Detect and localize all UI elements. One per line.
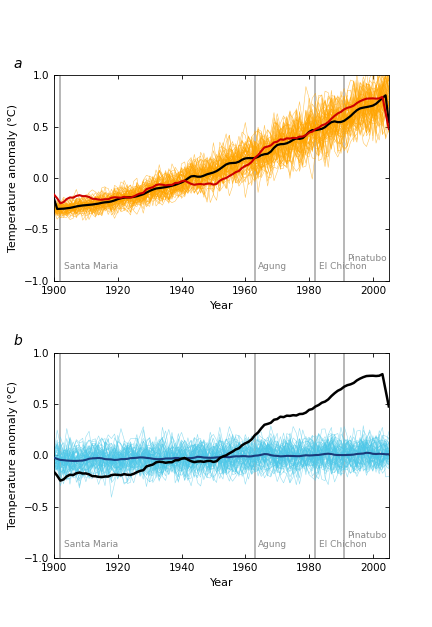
Y-axis label: Temperature anomaly (°C): Temperature anomaly (°C)	[8, 104, 18, 252]
Y-axis label: Temperature anomaly (°C): Temperature anomaly (°C)	[8, 381, 18, 529]
Text: Pinatubo: Pinatubo	[347, 254, 387, 263]
Text: Santa Maria: Santa Maria	[64, 540, 118, 549]
X-axis label: Year: Year	[210, 579, 233, 589]
Text: Agung: Agung	[258, 540, 287, 549]
Text: b: b	[14, 334, 22, 349]
Text: a: a	[14, 57, 22, 71]
Text: Pinatubo: Pinatubo	[347, 531, 387, 540]
Text: Santa Maria: Santa Maria	[64, 262, 118, 271]
Text: El Chichon: El Chichon	[319, 540, 366, 549]
X-axis label: Year: Year	[210, 301, 233, 311]
Text: El Chichon: El Chichon	[319, 262, 366, 271]
Text: Agung: Agung	[258, 262, 287, 271]
